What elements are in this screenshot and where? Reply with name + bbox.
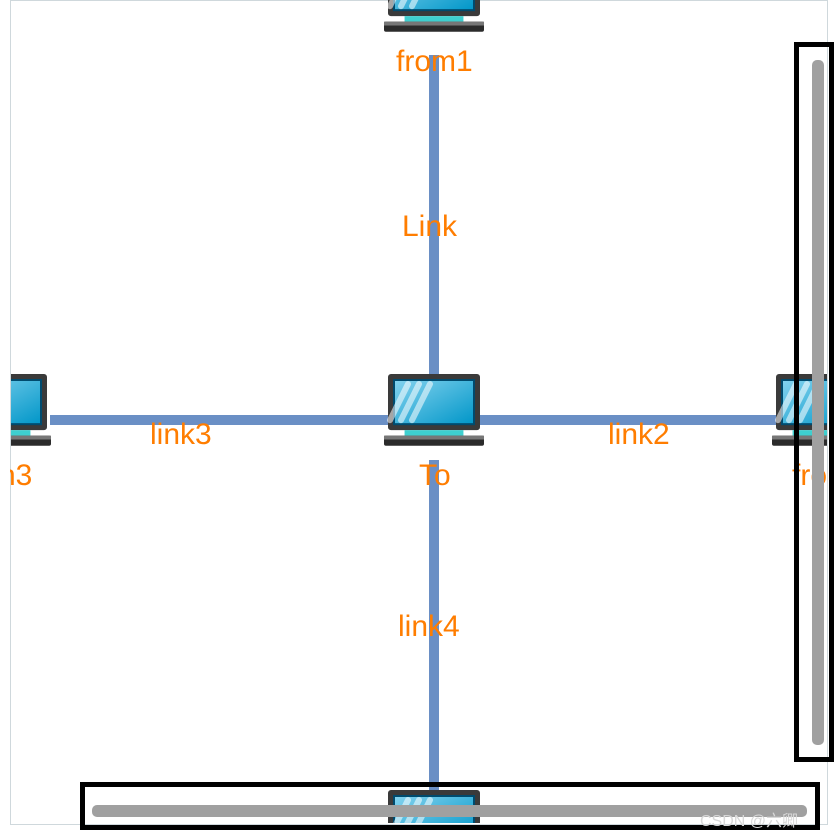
diagram-viewport: from1Ton3frorLinklink2link3link4 CSDN @六… (0, 0, 837, 833)
watermark-text: CSDN @六卿 (700, 807, 798, 831)
labels-layer: from1Ton3frorLinklink2link3link4 (10, 0, 828, 825)
link-label-link2: link2 (608, 418, 670, 452)
node-label-to: To (419, 459, 451, 493)
node-label-from1: from1 (396, 45, 473, 79)
vertical-scrollbar-thumb[interactable] (812, 60, 824, 745)
vertical-scrollbar[interactable] (812, 60, 824, 745)
link-label-link1: Link (402, 210, 457, 244)
link-label-link4: link4 (398, 610, 460, 644)
link-label-link3: link3 (150, 418, 212, 452)
node-label-from3: n3 (10, 459, 32, 493)
